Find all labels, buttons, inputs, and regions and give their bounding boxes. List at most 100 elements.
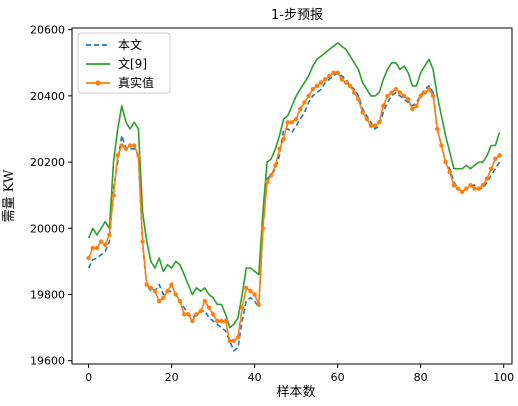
data-point: [455, 186, 461, 191]
y-axis-label: 需量 KW: [2, 169, 17, 222]
data-point: [227, 338, 232, 343]
data-point: [385, 93, 390, 99]
data-point: [472, 186, 477, 191]
plot-frame: [71, 27, 513, 365]
data-point: [148, 285, 154, 291]
legend-marker: [95, 80, 101, 86]
data-point: [410, 106, 415, 112]
data-point: [161, 295, 166, 300]
data-point: [244, 285, 249, 291]
data-point: [252, 292, 257, 297]
data-point: [127, 143, 133, 148]
data-point: [430, 93, 436, 99]
data-point: [210, 312, 216, 317]
x-tick-label: 60: [331, 371, 345, 384]
data-point: [206, 305, 212, 310]
data-point: [393, 87, 398, 92]
data-point: [177, 298, 183, 304]
data-point: [389, 90, 394, 95]
data-point: [460, 189, 465, 195]
axis-ticks: 0 20 40 60 80 100 19600 19800 20000 20200 20400 206…: [30, 24, 514, 384]
data-point: [476, 186, 481, 191]
data-point: [248, 289, 253, 294]
data-point: [302, 100, 307, 105]
data-point: [194, 312, 199, 317]
x-tick-label: 100: [493, 371, 514, 384]
legend: 本文文[9] 真实值: [77, 32, 171, 94]
data-point: [289, 120, 295, 125]
legend-label: 真实值: [118, 75, 154, 90]
data-point: [451, 183, 457, 188]
data-point: [298, 106, 303, 112]
data-point: [323, 77, 328, 82]
data-point: [157, 298, 162, 304]
data-point: [186, 312, 191, 317]
data-point: [377, 120, 382, 125]
data-point: [306, 93, 311, 99]
data-point: [115, 153, 120, 158]
data-point: [198, 308, 203, 314]
data-point: [352, 90, 357, 95]
y-tick-label: 19600: [30, 355, 65, 368]
data-point: [368, 123, 374, 128]
x-tick-label: 20: [165, 371, 179, 384]
data-point: [439, 143, 444, 148]
data-point: [119, 143, 125, 148]
data-point: [231, 338, 237, 343]
data-point: [468, 183, 473, 188]
series-line-2: [87, 71, 501, 342]
data-point: [493, 156, 498, 161]
data-point: [215, 318, 220, 324]
x-tick-label: 40: [248, 371, 262, 384]
data-point: [364, 116, 369, 122]
data-point: [111, 193, 116, 198]
data-point: [484, 176, 490, 181]
data-point: [123, 146, 129, 151]
data-point: [401, 93, 407, 99]
data-point: [281, 136, 286, 142]
data-point: [418, 93, 423, 99]
data-point: [173, 292, 178, 297]
data-point: [169, 282, 174, 287]
data-point: [144, 282, 149, 287]
legend-label: 本文: [118, 37, 142, 52]
data-point: [480, 183, 486, 188]
data-point: [318, 80, 324, 85]
data-point: [285, 120, 290, 125]
data-point: [435, 126, 440, 132]
data-point: [136, 153, 141, 158]
chart-title: 1-步预报: [271, 8, 323, 23]
data-point: [489, 166, 494, 171]
x-tick-label: 80: [414, 371, 428, 384]
data-point: [269, 173, 274, 178]
data-point: [235, 335, 241, 340]
data-point: [90, 245, 96, 251]
data-point: [310, 87, 315, 92]
legend-box: [77, 32, 171, 94]
data-point: [447, 169, 452, 175]
data-point: [331, 70, 336, 75]
data-point: [406, 97, 411, 102]
data-point: [223, 318, 228, 324]
y-tick-label: 20400: [30, 90, 65, 103]
y-tick-label: 20000: [30, 222, 65, 235]
y-tick-label: 19800: [30, 288, 65, 301]
data-point: [132, 143, 137, 148]
data-point: [497, 153, 502, 158]
y-tick-label: 20600: [30, 24, 65, 37]
data-point: [372, 123, 378, 128]
data-point: [103, 242, 108, 247]
data-point: [165, 289, 170, 294]
series-layer: [86, 42, 502, 352]
data-point: [381, 103, 386, 109]
data-point: [335, 70, 340, 75]
data-point: [98, 239, 104, 244]
data-point: [260, 226, 266, 231]
data-point: [240, 305, 245, 310]
data-point: [190, 318, 195, 324]
data-point: [273, 163, 278, 168]
data-point: [140, 239, 145, 244]
data-point: [327, 73, 332, 79]
